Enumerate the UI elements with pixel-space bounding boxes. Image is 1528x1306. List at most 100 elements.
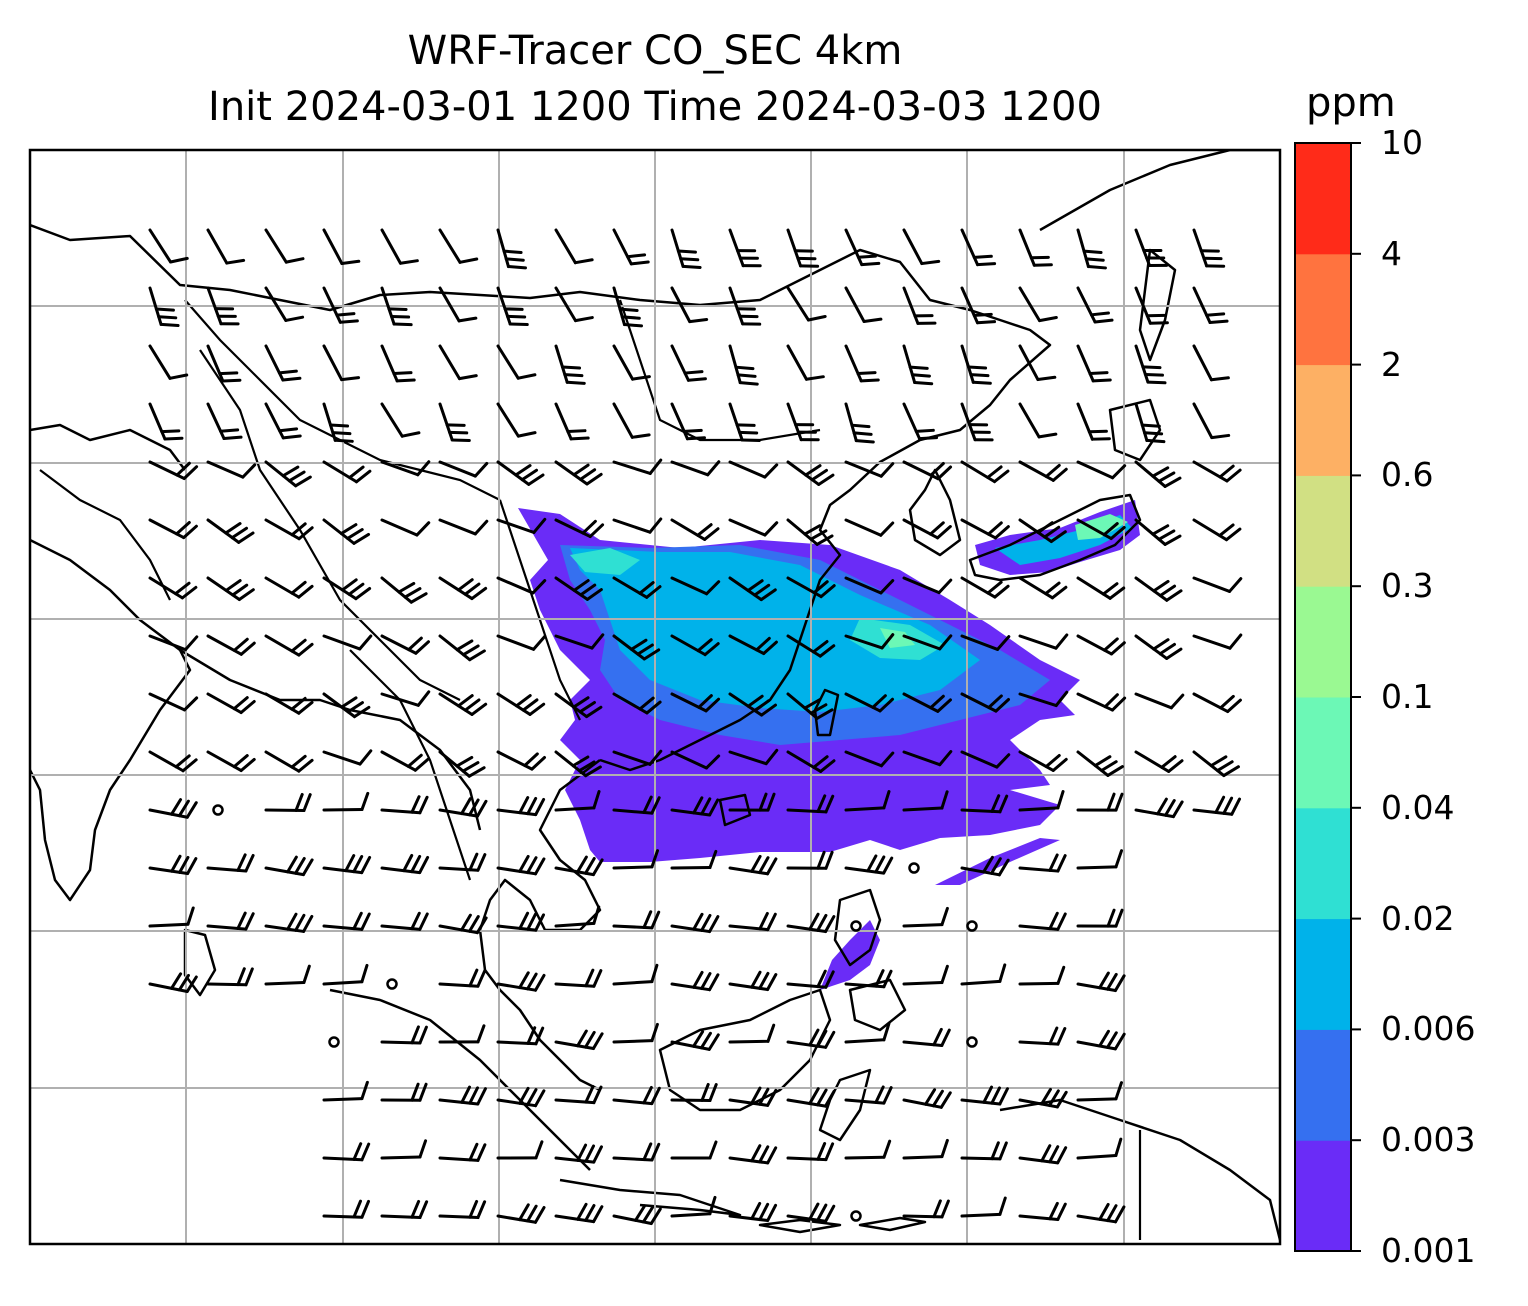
wind-barb bbox=[1076, 692, 1127, 712]
wind-barb bbox=[960, 518, 1010, 540]
wind-barb bbox=[554, 1202, 604, 1224]
wind-barb bbox=[1192, 795, 1242, 816]
coast-timor bbox=[758, 1218, 842, 1234]
wind-barb bbox=[1134, 634, 1183, 660]
calm-marker bbox=[966, 920, 978, 932]
wind-barb bbox=[438, 402, 471, 443]
wind-barb bbox=[844, 286, 883, 323]
wind-barb bbox=[148, 906, 195, 928]
wind-barb bbox=[1076, 228, 1107, 270]
calm-marker bbox=[908, 862, 920, 874]
wind-barb bbox=[264, 964, 311, 986]
wind-barb bbox=[670, 1082, 718, 1102]
wind-barb bbox=[960, 344, 992, 385]
wind-barb bbox=[612, 749, 663, 766]
wind-barb bbox=[1076, 460, 1127, 480]
wind-barb bbox=[554, 855, 604, 877]
wind-barb bbox=[844, 344, 880, 383]
wind-barb bbox=[554, 968, 603, 988]
wind-barb bbox=[264, 228, 305, 264]
wind-barb bbox=[902, 1138, 949, 1160]
wind-barb bbox=[148, 692, 199, 712]
wind-barb bbox=[670, 849, 718, 870]
wind-barb bbox=[438, 228, 479, 264]
wind-barb bbox=[322, 911, 371, 931]
wind-barb bbox=[206, 228, 246, 265]
wind-barb bbox=[786, 692, 834, 720]
wind-barb bbox=[960, 1196, 1007, 1218]
wind-barb bbox=[496, 460, 545, 486]
wind-barb bbox=[264, 286, 305, 322]
wind-barb bbox=[1018, 965, 1066, 986]
wind-barb bbox=[786, 576, 836, 599]
colorbar-tick-label: 0.006 bbox=[1381, 1009, 1476, 1049]
wind-barb bbox=[438, 1142, 487, 1162]
wind-barb bbox=[1076, 518, 1126, 541]
wind-barb bbox=[1192, 576, 1243, 593]
wind-barb bbox=[554, 518, 605, 539]
colorbar-segment bbox=[1295, 475, 1351, 587]
wind-barb bbox=[438, 1199, 487, 1220]
wind-barb bbox=[670, 402, 706, 441]
wind-barb bbox=[148, 972, 198, 993]
wind-barb bbox=[264, 750, 314, 773]
wind-barb bbox=[902, 964, 949, 986]
wind-barb bbox=[554, 286, 594, 323]
wind-barb bbox=[554, 402, 590, 441]
wind-barb bbox=[380, 402, 421, 438]
wind-barb bbox=[496, 1026, 545, 1046]
wind-barb bbox=[844, 228, 881, 267]
colorbar-tick-label: 10 bbox=[1381, 123, 1423, 162]
wind-barb bbox=[264, 344, 302, 382]
wind-barb bbox=[380, 690, 431, 707]
colorbar-tick-label: 2 bbox=[1381, 344, 1402, 384]
calm-marker bbox=[966, 1036, 978, 1048]
wind-barb bbox=[1018, 460, 1068, 482]
wind-barb bbox=[496, 1140, 544, 1160]
wind-barb bbox=[902, 790, 949, 812]
coast-china bbox=[30, 223, 1052, 772]
wind-barb bbox=[902, 1088, 952, 1109]
wind-barb bbox=[1192, 286, 1229, 324]
wind-barb bbox=[670, 634, 720, 657]
wind-barb bbox=[612, 458, 663, 475]
wind-barb bbox=[1018, 286, 1058, 323]
colorbar-tick-label: 4 bbox=[1381, 233, 1402, 273]
wind-barb bbox=[612, 692, 662, 715]
wind-barb bbox=[148, 344, 189, 380]
wind-barb bbox=[670, 344, 707, 382]
coast-flores bbox=[858, 1216, 927, 1232]
plume-philippines bbox=[820, 920, 880, 990]
wind-barb bbox=[960, 855, 1010, 877]
wind-barb bbox=[960, 576, 1010, 599]
wind-barb bbox=[438, 913, 488, 935]
wind-barb bbox=[728, 1086, 778, 1107]
wind-barb bbox=[728, 748, 779, 766]
wind-barb bbox=[1134, 692, 1185, 710]
wind-barb bbox=[1076, 344, 1112, 383]
wind-barb bbox=[1076, 286, 1114, 324]
wind-barb bbox=[1134, 286, 1169, 325]
wind-barb bbox=[902, 286, 937, 325]
wind-barb bbox=[1192, 402, 1231, 440]
wind-barb bbox=[206, 286, 240, 326]
wind-barb bbox=[902, 460, 953, 481]
wind-barb bbox=[1076, 576, 1126, 600]
wind-barb bbox=[902, 1027, 951, 1047]
coast-hokkaido bbox=[1108, 398, 1162, 462]
wind-barb bbox=[1076, 1029, 1126, 1051]
wind-barb bbox=[554, 344, 586, 385]
colorbar-tick-label: 0.003 bbox=[1381, 1120, 1476, 1160]
wind-barb bbox=[496, 692, 546, 716]
wind-barb bbox=[670, 970, 720, 992]
colorbar-tick-label: 0.02 bbox=[1381, 898, 1455, 938]
wind-barb bbox=[148, 228, 189, 264]
calm-marker bbox=[212, 804, 224, 816]
wind-barb bbox=[902, 906, 949, 928]
wind-barb bbox=[148, 634, 199, 652]
wind-barb bbox=[322, 1142, 371, 1162]
wind-barb bbox=[554, 905, 601, 928]
wind-barb bbox=[322, 228, 361, 266]
coast-philippines-south bbox=[848, 978, 907, 1032]
coast-kamchatka bbox=[1039, 150, 1280, 232]
